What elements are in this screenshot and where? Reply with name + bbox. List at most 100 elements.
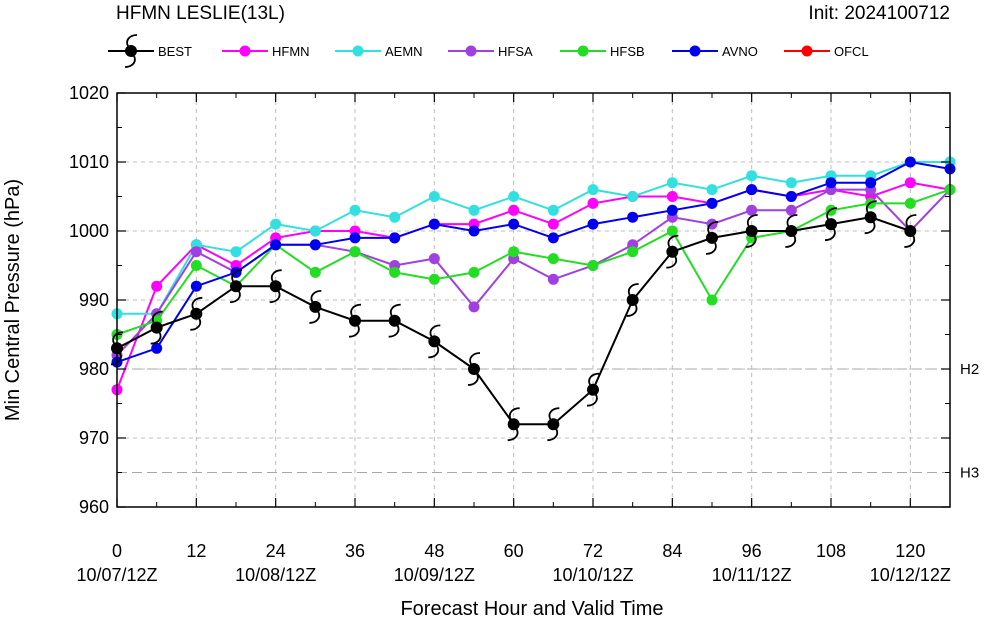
- hurricane-arm-top: [191, 296, 203, 310]
- x-date-label: 10/12/12Z: [870, 565, 951, 585]
- data-point: [785, 177, 797, 189]
- hurricane-arm-bottom: [110, 352, 122, 366]
- hurricane-eye: [190, 307, 203, 320]
- legend-item-hfsa: HFSA: [448, 44, 533, 59]
- hurricane-eye: [388, 314, 401, 327]
- data-point: [349, 232, 361, 244]
- data-point: [587, 260, 599, 271]
- hurricane-arm-top: [151, 310, 163, 324]
- legend-marker: [124, 34, 138, 68]
- x-tick-label: 36: [345, 541, 365, 561]
- series-line: [116, 181, 951, 391]
- x-tick-label: 120: [895, 541, 925, 561]
- legend-marker: [577, 45, 589, 57]
- hurricane-arm-top: [548, 407, 560, 420]
- x-date-label: 10/07/12Z: [76, 565, 157, 585]
- y-tick-label: 980: [79, 359, 109, 379]
- data-point: [587, 197, 599, 209]
- x-tick-label: 108: [816, 541, 846, 561]
- axes: 0 12 24 36 48 60 72 84 96 108 120 10/07/12Z 10/08/12…: [69, 83, 951, 585]
- data-point: [785, 191, 797, 202]
- legend-label: AVNO: [722, 44, 758, 59]
- data-point: [468, 225, 480, 237]
- hurricane-eye: [825, 218, 837, 231]
- hurricane-arm-bottom: [864, 221, 876, 235]
- data-point: [468, 301, 480, 313]
- hurricane-arm-bottom: [269, 290, 281, 304]
- data-point: [586, 372, 600, 407]
- init-label: Init: 2024100712: [808, 3, 950, 24]
- hurricane-eye: [349, 314, 361, 327]
- hurricane-eye: [626, 294, 639, 306]
- y-axis-label: Min Central Pressure (hPa): [2, 179, 24, 421]
- hurricane-eye: [706, 231, 718, 244]
- hurricane-arm-bottom: [150, 332, 162, 345]
- series-line: [116, 160, 951, 364]
- data-point: [507, 407, 520, 442]
- y-tick-label: 990: [79, 290, 109, 310]
- legend-label: HFSA: [498, 44, 533, 59]
- x-date-label: 10/11/12Z: [712, 565, 792, 585]
- hurricane-arm-top: [746, 214, 758, 227]
- legend-label: BEST: [158, 44, 192, 59]
- hurricane-eye: [269, 280, 282, 293]
- legend-item-avno: AVNO: [672, 44, 758, 59]
- hurricane-eye: [745, 225, 758, 237]
- hurricane-eye: [468, 363, 480, 375]
- hurricane-arm-top: [905, 214, 917, 227]
- hurricane-arm-bottom: [824, 228, 836, 241]
- data-point: [151, 342, 163, 354]
- hurricane-arm-bottom: [124, 55, 136, 68]
- hurricane-arm-top: [588, 372, 600, 386]
- data-point: [587, 218, 599, 230]
- data-point: [348, 303, 362, 338]
- series-best: [110, 200, 917, 442]
- data-point: [269, 269, 282, 304]
- data-point: [508, 191, 520, 202]
- data-point: [706, 197, 718, 209]
- data-point: [428, 218, 440, 230]
- data-point: [508, 204, 520, 216]
- data-point: [547, 232, 559, 244]
- hurricane-arm-bottom: [388, 325, 400, 338]
- hurricane-eye: [125, 45, 137, 57]
- legend-item-ofcl: OFCL: [784, 44, 869, 59]
- hurricane-arm-bottom: [626, 304, 638, 317]
- chart-title: HFMN LESLIE(13L): [116, 3, 285, 24]
- x-tick-label: 84: [662, 541, 682, 561]
- data-point: [428, 191, 440, 202]
- data-point: [190, 246, 202, 258]
- x-tick-label: 72: [583, 541, 603, 561]
- hurricane-arm-bottom: [904, 235, 916, 248]
- data-point: [904, 156, 916, 168]
- hurricane-arm-bottom: [229, 290, 241, 304]
- x-tick-label: 12: [186, 541, 206, 561]
- data-point: [627, 211, 639, 223]
- data-point: [508, 218, 520, 230]
- data-point: [309, 290, 322, 324]
- hurricane-arm-bottom: [428, 345, 440, 359]
- y-tick-label: 1020: [69, 83, 109, 103]
- data-point: [349, 246, 361, 258]
- legend-label: AEMN: [385, 44, 423, 59]
- x-date-label: 10/09/12Z: [394, 565, 475, 585]
- data-point: [904, 177, 916, 189]
- x-date-label: 10/08/12Z: [235, 565, 316, 585]
- data-point: [150, 310, 163, 345]
- data-point: [666, 234, 679, 269]
- data-point: [428, 324, 441, 359]
- data-point: [825, 177, 837, 189]
- series-avno: [111, 156, 956, 368]
- series-layer: [110, 156, 956, 442]
- data-point: [230, 246, 242, 258]
- data-point: [706, 294, 718, 306]
- data-point: [587, 184, 599, 196]
- hurricane-arm-bottom: [309, 311, 321, 324]
- hurricane-eye: [666, 245, 679, 258]
- hurricane-arm-bottom: [705, 242, 717, 255]
- data-point: [389, 211, 401, 223]
- x-axis-label: Forecast Hour and Valid Time: [400, 598, 663, 618]
- data-point: [547, 253, 559, 265]
- data-point: [229, 269, 243, 304]
- x-tick-label: 96: [742, 541, 762, 561]
